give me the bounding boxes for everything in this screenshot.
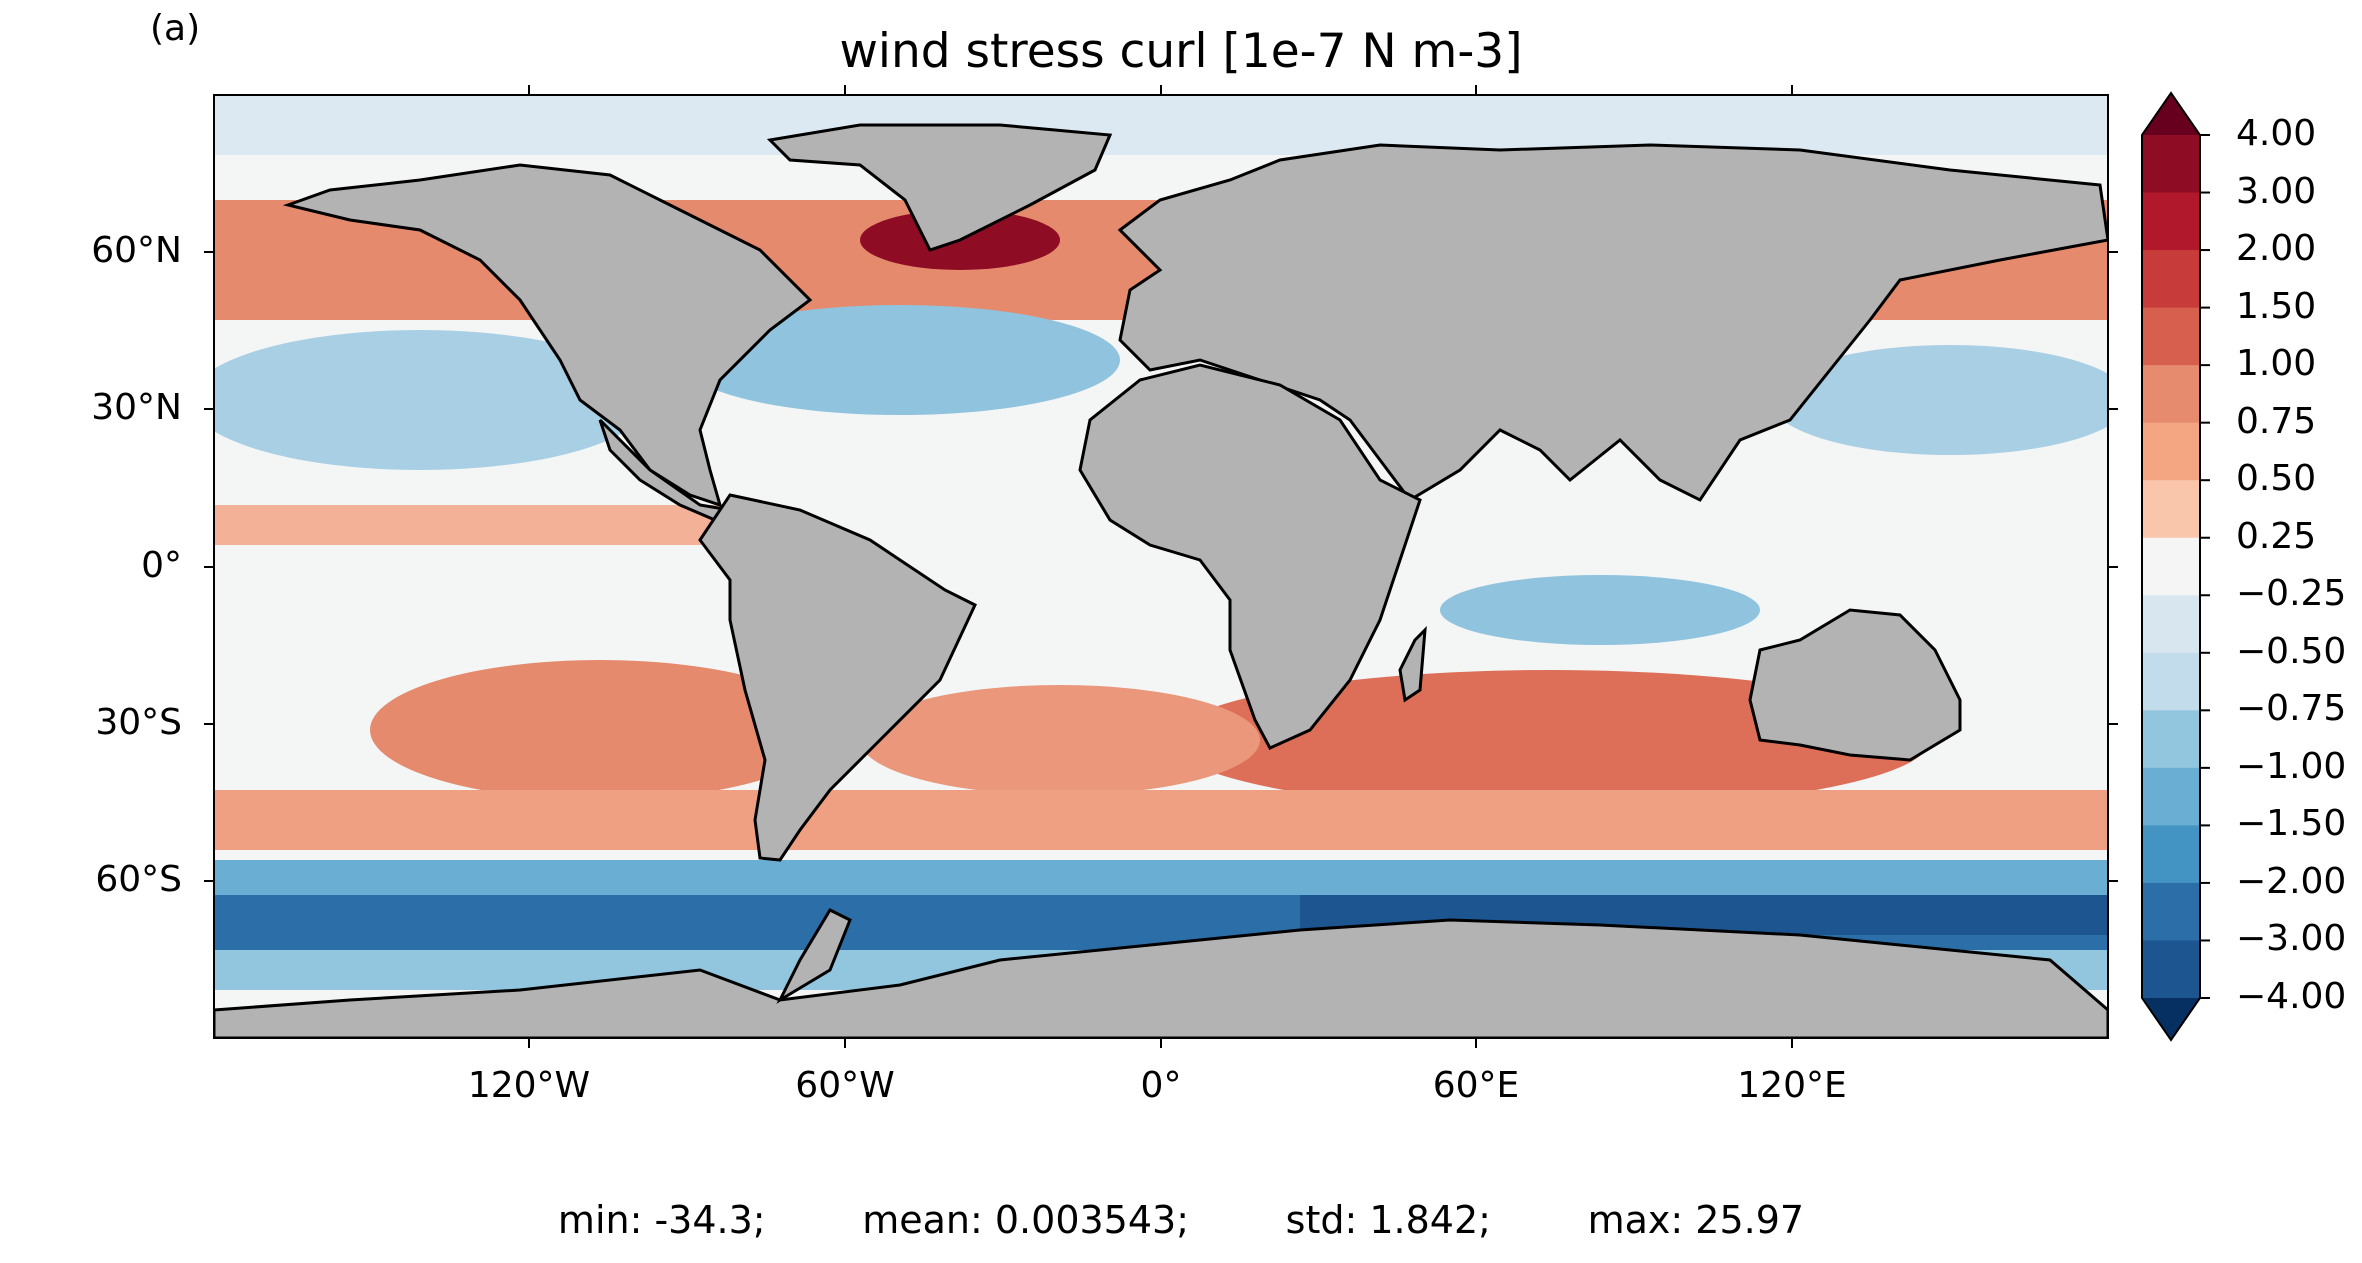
colorbar-tick-label: 4.00: [2236, 113, 2317, 154]
lon-label-120w: 120°W: [467, 1065, 591, 1106]
colorbar-segment: [2142, 882, 2200, 941]
colorbar-extend-min: [2142, 998, 2200, 1040]
colorbar-segment: [2142, 250, 2200, 309]
south-indian-band: [1170, 670, 1930, 810]
lat-label-60n: 60°N: [91, 230, 182, 271]
north-america: [282, 163, 813, 508]
colorbar-segment: [2142, 192, 2200, 251]
plot-title: wind stress curl [1e-7 N m-3]: [839, 24, 1523, 79]
colorbar-tick-label: −3.00: [2236, 918, 2347, 960]
lat-label-30n: 30°N: [91, 387, 182, 428]
colorbar-tick-label: 0.50: [2236, 458, 2317, 500]
colorbar-tick-label: −0.75: [2236, 688, 2347, 730]
colorbar-segment: [2142, 135, 2200, 194]
colorbar-tick-label: 0.25: [2236, 515, 2317, 557]
colorbar-tick-label: −0.25: [2236, 573, 2347, 615]
colorbar-segment: [2142, 652, 2200, 711]
colorbar-segment: [2142, 595, 2200, 654]
colorbar-tick-label: −1.00: [2236, 745, 2347, 787]
antarctica: [214, 918, 2108, 1038]
stat-mean: mean: 0.003543;: [862, 1198, 1190, 1242]
stat-std: std: 1.842;: [1285, 1198, 1491, 1242]
lon-label-60e: 60°E: [1432, 1065, 1520, 1106]
stat-max: max: 25.97: [1587, 1198, 1805, 1242]
colorbar-segment: [2142, 710, 2200, 769]
colorbar-segment: [2142, 307, 2200, 366]
indian-ocean-band: [1440, 575, 1760, 645]
map-field: [214, 95, 2108, 1038]
colorbar-tick-label: −4.00: [2236, 976, 2347, 1017]
subantarctic-red-band: [214, 790, 2108, 850]
colorbar-tick-label: 3.00: [2236, 170, 2317, 212]
colorbar-tick-label: 0.75: [2236, 400, 2317, 442]
lon-label-120e: 120°E: [1737, 1065, 1847, 1106]
lat-label-60s: 60°S: [95, 859, 182, 900]
colorbar-segment: [2142, 940, 2200, 999]
statistics-line: min: -34.3; mean: 0.003543; std: 1.842; …: [0, 1198, 2362, 1242]
colorbar: [2141, 91, 2210, 1042]
colorbar-tick-label: 1.50: [2236, 285, 2317, 327]
panel-label: (a): [150, 8, 201, 49]
south-america: [698, 493, 977, 862]
lat-label-30s: 30°S: [95, 702, 182, 743]
lat-ticks: [204, 251, 2118, 882]
colorbar-tick-label: −1.50: [2236, 803, 2347, 845]
colorbar-segment: [2142, 480, 2200, 539]
africa: [1078, 363, 1422, 750]
australia: [1748, 608, 1962, 762]
colorbar-segment: [2142, 422, 2200, 481]
lat-label-equator: 0°: [141, 545, 182, 586]
north-pacific-gyre-west: [1770, 345, 2108, 455]
south-atlantic-band: [860, 685, 1260, 795]
land: [214, 123, 2108, 1038]
colorbar-segment: [2142, 365, 2200, 424]
lon-label-0: 0°: [1140, 1065, 1182, 1106]
north-atlantic-gyre: [680, 305, 1120, 415]
colorbar-segment: [2142, 767, 2200, 826]
colorbar-tick-label: −2.00: [2236, 860, 2347, 902]
eurasia: [1117, 143, 2108, 502]
colorbar-extend-max: [2142, 93, 2200, 135]
colorbar-tick-label: −0.50: [2236, 630, 2347, 672]
north-pacific-gyre-east: [214, 330, 650, 470]
colorbar-tick-label: 2.00: [2236, 228, 2317, 270]
lon-ticks: [528, 85, 1793, 1048]
antarctic-peninsula: [776, 908, 852, 1004]
southern-ocean-blue-1: [214, 860, 2108, 900]
colorbar-tick-label: 1.00: [2236, 343, 2317, 385]
colorbar-segment: [2142, 537, 2200, 596]
south-pacific-band: [370, 660, 830, 800]
lon-label-60w: 60°W: [795, 1065, 895, 1106]
arctic-band: [214, 95, 2108, 155]
stat-min: min: -34.3;: [557, 1198, 766, 1242]
itcz-band-pacific: [214, 505, 774, 545]
colorbar-segment: [2142, 825, 2200, 884]
greenland: [766, 123, 1113, 252]
madagascar: [1398, 626, 1427, 703]
